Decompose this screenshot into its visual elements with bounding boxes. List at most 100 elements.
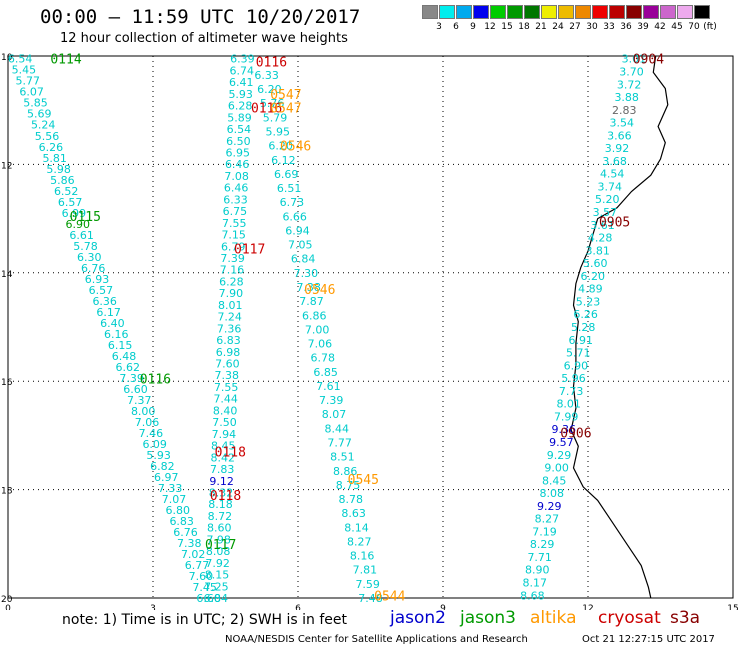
wave-height-value: 7.61 — [316, 380, 341, 393]
color-scale-cell — [609, 5, 625, 19]
wave-height-value: 7.71 — [527, 551, 552, 564]
wave-height-value: 6.85 — [313, 366, 338, 379]
wave-height-value: 6.75 — [223, 205, 248, 218]
wave-height-value: 9.29 — [537, 500, 562, 513]
wave-height-value: 6.39 — [230, 53, 255, 66]
wave-height-value: 7.39 — [319, 394, 344, 407]
wave-height-value: 5.77 — [16, 75, 41, 88]
wave-height-value: 8.63 — [341, 507, 366, 520]
x-tick-label: 0 — [5, 604, 11, 610]
wave-height-value: 5.89 — [227, 111, 252, 124]
color-scale-cell — [439, 5, 455, 19]
coastline — [570, 55, 669, 599]
y-tick-label: 14 — [1, 270, 13, 280]
wave-height-value: 7.16 — [220, 264, 245, 277]
wave-height-value: 5.28 — [571, 321, 596, 334]
page-subtitle: 12 hour collection of altimeter wave hei… — [60, 31, 348, 46]
wave-height-value: 7.08 — [224, 170, 249, 183]
wave-height-value: 8.45 — [542, 474, 567, 487]
y-tick-label: 10 — [1, 53, 13, 63]
wave-height-value: 8.27 — [347, 536, 372, 549]
color-scale-tick: 33 — [603, 22, 615, 32]
pass-time-label: 0117 — [234, 242, 265, 257]
legend-s3a: s3a — [670, 608, 701, 628]
wave-height-value: 6.12 — [271, 154, 296, 167]
wave-height-value: 8.14 — [344, 521, 369, 534]
wave-height-value: 5.85 — [23, 97, 48, 110]
wave-height-value: 7.99 — [554, 410, 579, 423]
wave-height-value: 3.61 — [590, 219, 615, 232]
wave-height-value: 6.83 — [216, 334, 241, 347]
wave-height-value: 7.38 — [215, 369, 240, 382]
wave-height-value: 7.50 — [212, 416, 237, 429]
wave-height-value: 8.60 — [207, 522, 232, 535]
color-scale-cell — [558, 5, 574, 19]
wave-height-value: 6.33 — [223, 193, 248, 206]
wave-height-value: 6.95 — [226, 147, 251, 160]
wave-height-value: 6.46 — [225, 158, 250, 171]
wave-height-value: 6.86 — [302, 309, 327, 322]
wave-height-value: 5.93 — [228, 88, 253, 101]
wave-height-value: 6.76 — [81, 262, 106, 275]
color-scale-tick: 39 — [637, 22, 649, 32]
wave-height-value: 7.30 — [294, 267, 319, 280]
wave-height-value: 8.68 — [520, 589, 545, 602]
color-scale-cell — [660, 5, 676, 19]
wave-height-value: 3.74 — [598, 181, 623, 194]
wave-height-value: 8.08 — [540, 487, 565, 500]
wave-height-value: 2.83 — [612, 104, 637, 117]
wave-height-value: 8.27 — [535, 513, 560, 526]
wave-height-value: 8.51 — [330, 451, 355, 464]
units-note: note: 1) Time is in UTC; 2) SWH is in fe… — [62, 612, 348, 628]
wave-height-value: 8.00 — [131, 405, 156, 418]
wave-height-value: 6.54 — [8, 53, 33, 66]
color-scale-tick: 42 — [654, 22, 666, 32]
color-scale-tick: 30 — [586, 22, 598, 32]
wave-height-value: 7.46 — [139, 427, 164, 440]
color-scale-tick: 21 — [535, 22, 547, 32]
wave-height-value: 4.28 — [588, 232, 613, 245]
wave-height-value: 6.41 — [229, 76, 254, 89]
color-scale-tick: 12 — [484, 22, 496, 32]
wave-height-value: 7.48 — [358, 592, 383, 605]
color-scale-tick: 27 — [569, 22, 581, 32]
wave-height-value: 8.32 — [209, 487, 234, 500]
wave-height-value: 6.51 — [277, 182, 302, 195]
wave-height-value: 3.57 — [593, 206, 618, 219]
wave-height-value: 6.97 — [154, 471, 179, 484]
wave-height-value: 6.40 — [100, 317, 125, 330]
x-tick-label: 12 — [582, 604, 593, 610]
wave-height-value: 7.44 — [213, 393, 238, 406]
color-scale-cell — [524, 5, 540, 19]
pass-time-label: 0546 — [304, 283, 335, 298]
wave-height-value: 6.54 — [227, 123, 252, 136]
color-scale-tick: 9 — [470, 22, 476, 32]
wave-height-value: 6.66 — [282, 210, 307, 223]
wave-height-value: 6.33 — [254, 69, 279, 82]
x-tick-label: 3 — [150, 604, 156, 610]
wave-height-value: 5.93 — [146, 449, 171, 462]
wave-height-value: 7.06 — [308, 338, 333, 351]
wave-height-value: 9.00 — [544, 462, 569, 475]
wave-height-value: 6.46 — [224, 182, 249, 195]
wave-height-value: 6.83 — [169, 515, 194, 528]
color-scale-tick: 3 — [436, 22, 442, 32]
wave-height-value: 6.36 — [92, 295, 117, 308]
wave-height-value: 3.72 — [617, 78, 642, 91]
wave-height-value: 3.92 — [605, 142, 630, 155]
wave-height-value: 6.90 — [66, 218, 91, 231]
wave-height-value: 8.18 — [208, 498, 233, 511]
wave-height-value: 5.23 — [576, 295, 601, 308]
wave-height-value: 6.50 — [226, 135, 251, 148]
color-scale-tick: 15 — [501, 22, 513, 32]
wave-height-value: 6.26 — [39, 141, 64, 154]
altimeter-map[interactable]: 0 3 6 9 12 151012141618206.545.455.776.075.85… — [0, 0, 740, 610]
wave-height-value: 5.71 — [566, 347, 591, 360]
wave-height-value: 7.60 — [215, 358, 240, 371]
wave-height-value: 6.84 — [291, 253, 316, 266]
wave-height-value: 6.57 — [89, 284, 114, 297]
pass-time-label: 0547 — [270, 102, 301, 117]
wave-height-value: 7.39 — [220, 252, 245, 265]
wave-height-value: 7.73 — [559, 385, 584, 398]
wave-height-value: 6.20 — [581, 270, 606, 283]
